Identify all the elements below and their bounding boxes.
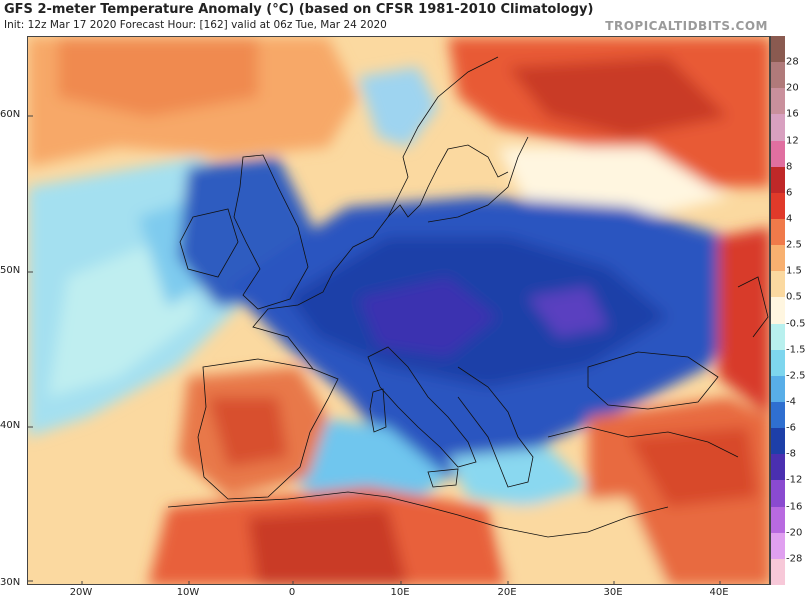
colorbar-segment — [771, 480, 785, 508]
forecast-info: Init: 12z Mar 17 2020 Forecast Hour: [16… — [4, 19, 387, 31]
colorbar — [770, 36, 785, 586]
header: GFS 2-meter Temperature Anomaly (°C) (ba… — [0, 0, 812, 36]
lon-label-0: 0 — [288, 587, 296, 598]
colorbar-tick-label: -8 — [786, 448, 796, 460]
map-title: GFS 2-meter Temperature Anomaly (°C) (ba… — [4, 2, 594, 17]
colorbar-segment — [771, 166, 785, 194]
colorbar-segment — [771, 323, 785, 351]
colorbar-tick-label: -4 — [786, 396, 796, 408]
colorbar-segment — [771, 192, 785, 220]
colorbar-segment — [771, 454, 785, 481]
coastlines — [167, 56, 769, 538]
colorbar-tick-label: 12 — [786, 135, 799, 147]
lon-label-20e: 20E — [497, 587, 517, 598]
colorbar-segment — [771, 245, 785, 272]
colorbar-segment — [771, 558, 785, 586]
colorbar-segment — [771, 271, 785, 298]
colorbar-segment — [771, 375, 785, 403]
lon-label-10e: 10E — [390, 587, 410, 598]
colorbar-segment — [771, 140, 785, 168]
colorbar-tick-label: -20 — [786, 527, 803, 539]
colorbar-tick-label: -2.5 — [786, 370, 806, 382]
lat-label-50n: 50N — [0, 265, 21, 276]
colorbar-segment — [771, 428, 785, 455]
lon-label-30e: 30E — [603, 587, 623, 598]
colorbar-segment — [771, 114, 785, 142]
colorbar-tick-label: 2.5 — [786, 239, 802, 251]
colorbar-tick-label: -16 — [786, 501, 803, 513]
graticule-ticks — [28, 115, 721, 584]
map-canvas — [28, 37, 769, 584]
colorbar-segment — [771, 349, 785, 377]
colorbar-segment — [771, 532, 785, 560]
colorbar-tick-label: -12 — [786, 474, 803, 486]
lat-label-60n: 60N — [0, 109, 21, 120]
colorbar-segment — [771, 219, 785, 246]
colorbar-tick-label: -6 — [786, 422, 796, 434]
lat-label-30n: 30N — [0, 577, 21, 588]
anomaly-field — [28, 37, 769, 584]
colorbar-tick-label: 8 — [786, 161, 793, 173]
colorbar-tick-label: -1.5 — [786, 344, 806, 356]
anomaly-map — [27, 36, 770, 585]
colorbar-tick-label: -0.5 — [786, 318, 806, 330]
lon-label-20w: 20W — [69, 587, 93, 598]
colorbar-tick-label: 0.5 — [786, 291, 802, 303]
colorbar-tick-label: 20 — [786, 82, 799, 94]
lon-label-40e: 40E — [709, 587, 729, 598]
colorbar-tick-label: 16 — [786, 108, 799, 120]
lat-label-40n: 40N — [0, 420, 21, 431]
colorbar-tick-label: 28 — [786, 56, 799, 68]
colorbar-segment — [771, 36, 785, 63]
colorbar-segment — [771, 506, 785, 534]
colorbar-tick-label: 4 — [786, 213, 793, 225]
colorbar-tick-label: 6 — [786, 187, 793, 199]
lon-label-10w: 10W — [176, 587, 200, 598]
colorbar-segment — [771, 297, 785, 325]
colorbar-segment — [771, 402, 785, 429]
colorbar-tick-label: -28 — [786, 553, 803, 565]
colorbar-tick-label: 1.5 — [786, 265, 802, 277]
colorbar-segment — [771, 62, 785, 89]
brand-watermark[interactable]: TROPICALTIDBITS.COM — [605, 19, 768, 33]
colorbar-segment — [771, 88, 785, 115]
